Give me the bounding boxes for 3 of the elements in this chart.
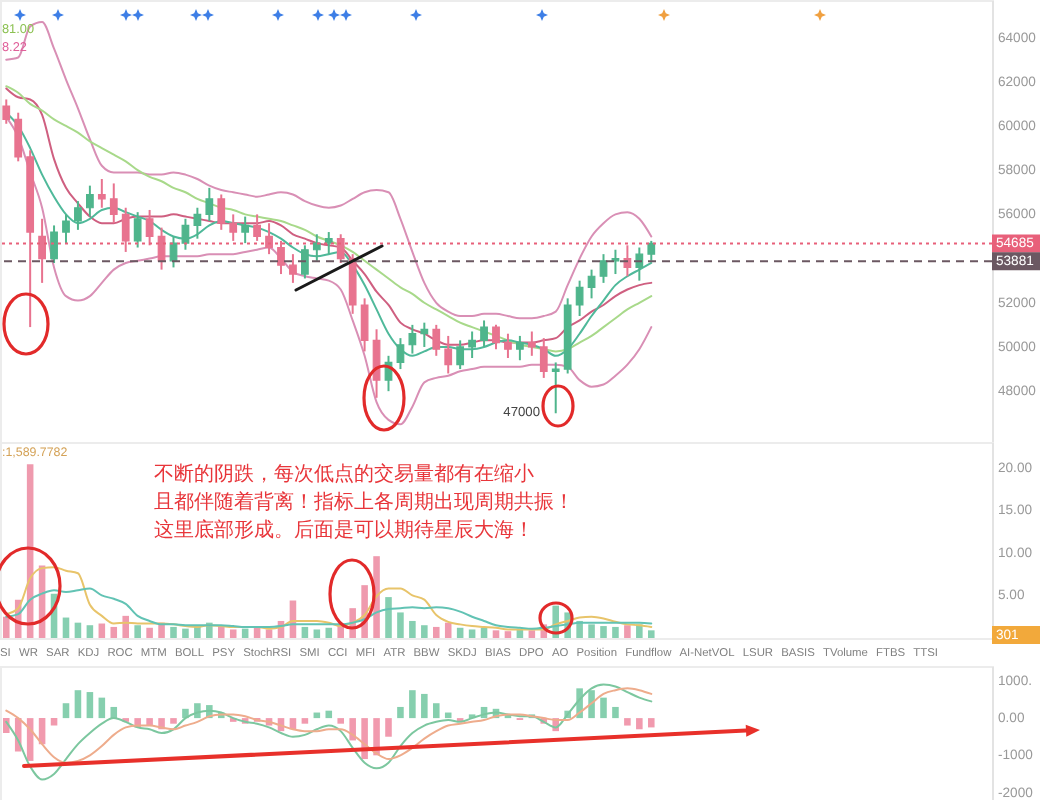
annotation: 且都伴随着背离！指标上各周期出现周期共振！ [154, 490, 574, 514]
annotation: 不断的阴跌，每次低点的交易量都有在缩小 [154, 462, 534, 486]
annotation: 这里底部形成。后面是可以期待星辰大海！ [154, 518, 534, 542]
